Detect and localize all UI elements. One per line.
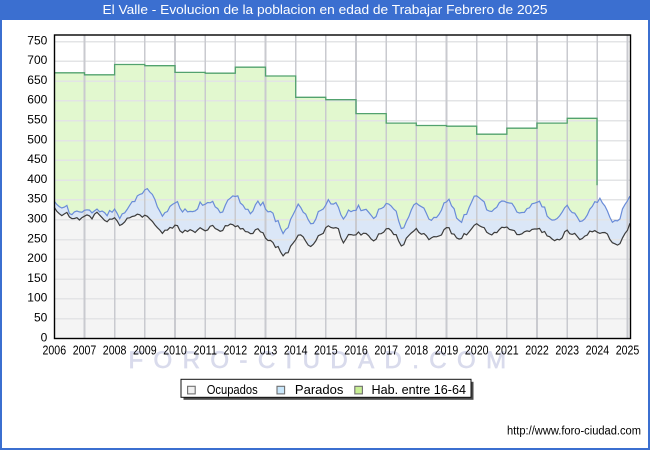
svg-text:600: 600 [27,93,47,107]
svg-text:500: 500 [27,132,47,146]
svg-text:750: 750 [27,33,47,47]
svg-text:2013: 2013 [254,342,278,357]
svg-text:2014: 2014 [284,342,308,357]
svg-text:2016: 2016 [344,342,368,357]
svg-text:2023: 2023 [555,342,579,357]
svg-text:2018: 2018 [405,342,429,357]
svg-text:Ocupados: Ocupados [207,382,258,397]
svg-text:2019: 2019 [435,342,459,357]
svg-text:Parados: Parados [295,382,344,397]
svg-text:0: 0 [41,330,48,344]
svg-text:2009: 2009 [133,342,157,357]
svg-text:150: 150 [27,271,47,285]
svg-text:2008: 2008 [103,342,127,357]
svg-text:2024: 2024 [586,342,610,357]
svg-text:2012: 2012 [224,342,248,357]
svg-text:2025: 2025 [616,342,640,357]
svg-text:2015: 2015 [314,342,338,357]
svg-text:200: 200 [27,251,47,265]
svg-text:2020: 2020 [465,342,489,357]
svg-text:2022: 2022 [525,342,549,357]
svg-text:100: 100 [27,291,47,305]
svg-text:2006: 2006 [43,342,67,357]
svg-text:2011: 2011 [193,342,217,357]
svg-text:2007: 2007 [73,342,97,357]
svg-text:650: 650 [27,73,47,87]
svg-text:2017: 2017 [374,342,398,357]
svg-text:2021: 2021 [495,342,519,357]
svg-text:FORO-CIUDAD.COM: FORO-CIUDAD.COM [129,347,517,374]
svg-text:300: 300 [27,212,47,226]
svg-text:350: 350 [27,192,47,206]
svg-text:El Valle - Evolucion de la pob: El Valle - Evolucion de la poblacion en … [103,2,548,17]
svg-text:http://www.foro-ciudad.com: http://www.foro-ciudad.com [507,426,641,438]
svg-text:450: 450 [27,152,47,166]
svg-text:550: 550 [27,113,47,127]
svg-text:250: 250 [27,231,47,245]
svg-text:50: 50 [34,311,48,325]
svg-text:Hab. entre 16-64: Hab. entre 16-64 [372,382,467,397]
svg-text:400: 400 [27,172,47,186]
svg-text:2010: 2010 [163,342,187,357]
svg-text:700: 700 [27,53,47,67]
